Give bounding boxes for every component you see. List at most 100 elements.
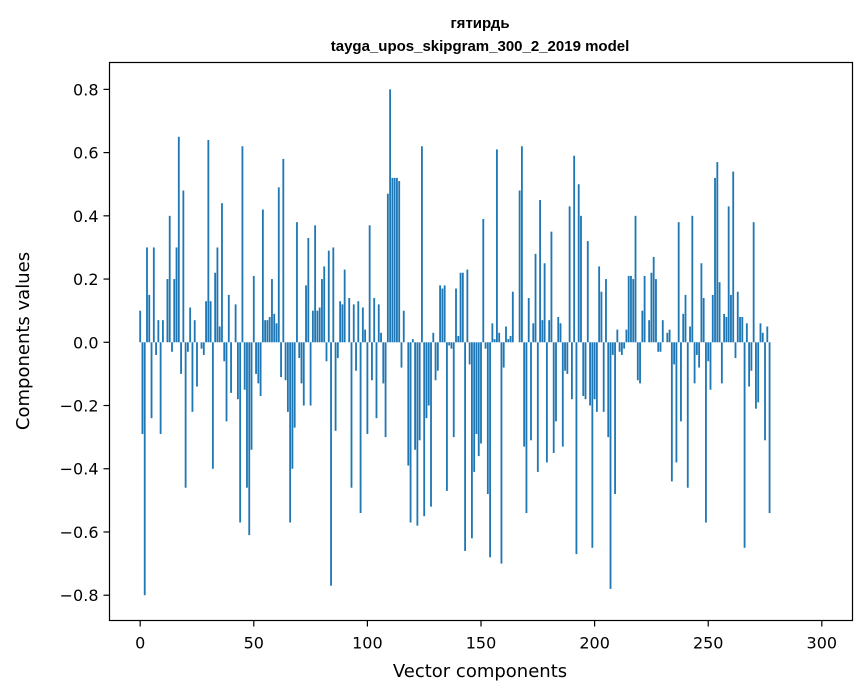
bar-182 xyxy=(552,342,555,453)
bar-17 xyxy=(177,136,180,343)
bar-217 xyxy=(632,279,635,343)
bar-54 xyxy=(261,209,264,343)
bar-53 xyxy=(259,342,262,397)
bar-31 xyxy=(209,301,212,343)
bar-134 xyxy=(443,285,446,343)
bar-9 xyxy=(159,342,162,434)
bar-148 xyxy=(475,342,478,434)
bar-138 xyxy=(452,342,455,438)
bar-212 xyxy=(620,342,623,355)
bar-62 xyxy=(280,342,282,378)
bar-270 xyxy=(752,222,755,343)
bar-74 xyxy=(307,237,310,343)
bar-66 xyxy=(289,342,292,523)
bar-114 xyxy=(398,181,401,343)
bar-52 xyxy=(257,342,260,384)
bar-151 xyxy=(482,218,485,343)
bar-226 xyxy=(652,256,655,343)
x-tick-label: 100 xyxy=(352,634,383,653)
bar-118 xyxy=(407,342,410,466)
bar-203 xyxy=(600,291,603,343)
bar-170 xyxy=(525,342,528,514)
bar-253 xyxy=(714,177,716,343)
x-axis-label: Vector components xyxy=(393,661,567,682)
y-tick-label: 0.8 xyxy=(73,80,98,99)
bar-4 xyxy=(148,294,151,343)
bar-72 xyxy=(302,342,305,406)
bar-136 xyxy=(448,342,451,346)
bar-237 xyxy=(677,222,680,343)
bar-161 xyxy=(505,326,507,343)
bar-268 xyxy=(748,342,751,387)
bar-44 xyxy=(239,342,242,523)
bar-120 xyxy=(411,339,414,343)
bar-36 xyxy=(221,203,223,343)
bar-88 xyxy=(339,301,342,343)
bar-144 xyxy=(466,269,469,343)
bar-271 xyxy=(755,342,757,409)
bar-15 xyxy=(173,279,176,343)
bar-34 xyxy=(216,247,219,343)
bar-21 xyxy=(186,342,189,352)
bar-47 xyxy=(246,342,248,488)
bar-111 xyxy=(391,177,394,343)
bar-220 xyxy=(639,342,641,384)
x-tick-label: 200 xyxy=(579,634,610,653)
bar-95 xyxy=(355,342,357,371)
bar-235 xyxy=(673,342,676,365)
bar-179 xyxy=(545,342,548,463)
bar-127 xyxy=(427,342,430,406)
bar-139 xyxy=(455,288,457,343)
bar-123 xyxy=(418,342,421,441)
bar-6 xyxy=(152,247,155,343)
bar-55 xyxy=(264,320,267,343)
bar-200 xyxy=(593,342,596,400)
bar-68 xyxy=(293,342,296,428)
bar-215 xyxy=(627,275,630,343)
bar-102 xyxy=(371,342,373,381)
bar-24 xyxy=(193,320,196,343)
bar-145 xyxy=(468,342,471,365)
bar-78 xyxy=(316,310,319,343)
bar-116 xyxy=(402,310,405,343)
bar-42 xyxy=(234,304,237,343)
bar-273 xyxy=(759,323,762,343)
bar-14 xyxy=(171,342,173,352)
bar-13 xyxy=(168,215,171,343)
y-tick-label: −0.4 xyxy=(60,460,99,479)
bar-98 xyxy=(361,307,364,343)
bar-106 xyxy=(380,332,382,343)
bar-234 xyxy=(670,342,673,482)
bar-90 xyxy=(343,269,346,343)
bar-89 xyxy=(341,304,344,343)
bar-137 xyxy=(450,342,453,349)
bar-80 xyxy=(321,279,323,343)
x-tick-label: 0 xyxy=(135,634,145,653)
bar-107 xyxy=(382,342,385,384)
bar-83 xyxy=(327,250,330,343)
bar-19 xyxy=(182,190,185,343)
bar-158 xyxy=(498,332,501,343)
bar-108 xyxy=(384,342,387,438)
bar-224 xyxy=(648,320,651,343)
bar-0 xyxy=(139,310,142,343)
bar-64 xyxy=(284,342,287,381)
bar-50 xyxy=(252,275,255,343)
y-tick-label: 0.4 xyxy=(73,207,98,226)
bar-264 xyxy=(739,317,741,343)
bar-22 xyxy=(189,307,192,343)
bar-39 xyxy=(227,294,230,343)
bar-154 xyxy=(489,342,491,558)
y-tick-label: 0.0 xyxy=(73,333,98,352)
bar-125 xyxy=(423,342,426,517)
bar-180 xyxy=(548,320,551,343)
bar-150 xyxy=(480,342,482,444)
bar-155 xyxy=(491,323,494,343)
y-tick-label: −0.6 xyxy=(60,523,99,542)
plot-frame xyxy=(108,61,854,622)
bar-16 xyxy=(175,247,178,343)
bar-167 xyxy=(518,190,521,343)
bar-219 xyxy=(636,342,639,381)
x-tick-label: 150 xyxy=(466,634,497,653)
